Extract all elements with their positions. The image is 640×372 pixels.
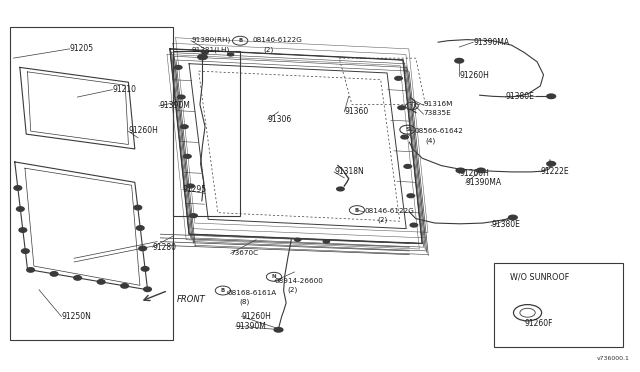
Text: B: B: [221, 288, 225, 293]
Text: 91380E: 91380E: [505, 92, 534, 101]
Circle shape: [201, 50, 209, 55]
Circle shape: [183, 154, 192, 159]
Circle shape: [177, 94, 186, 100]
Bar: [173, 51, 240, 216]
Circle shape: [456, 167, 466, 173]
Text: 91318N: 91318N: [334, 167, 364, 176]
Circle shape: [186, 183, 195, 189]
Text: 73670C: 73670C: [230, 250, 259, 256]
Circle shape: [336, 186, 345, 192]
Text: 91280: 91280: [153, 243, 177, 251]
Circle shape: [294, 237, 301, 242]
Circle shape: [323, 239, 330, 244]
Text: 08168-6161A: 08168-6161A: [227, 290, 276, 296]
Text: S: S: [405, 127, 410, 132]
Text: W/O SUNROOF: W/O SUNROOF: [510, 272, 570, 281]
Circle shape: [394, 76, 403, 81]
Text: 91316M: 91316M: [424, 102, 453, 108]
Circle shape: [136, 226, 144, 230]
Circle shape: [400, 134, 409, 140]
Text: 91210: 91210: [113, 85, 136, 94]
Text: 91390MA: 91390MA: [473, 38, 509, 47]
Text: (2): (2): [264, 46, 274, 53]
Text: (8): (8): [239, 298, 249, 305]
Circle shape: [546, 161, 556, 167]
Text: 91390M: 91390M: [159, 101, 190, 110]
Text: 08914-26600: 08914-26600: [274, 278, 323, 283]
Text: 91260F: 91260F: [524, 320, 553, 328]
Text: 91381(LH): 91381(LH): [191, 46, 229, 53]
Text: 91260H: 91260H: [241, 312, 271, 321]
Circle shape: [397, 105, 406, 110]
Circle shape: [14, 186, 22, 190]
Text: (2): (2): [287, 286, 298, 293]
Text: 91306: 91306: [268, 115, 292, 124]
Bar: [493, 263, 623, 347]
Circle shape: [134, 205, 141, 210]
Circle shape: [410, 222, 419, 228]
Text: 91260H: 91260H: [460, 71, 489, 80]
Text: FRONT: FRONT: [176, 295, 205, 304]
Circle shape: [546, 93, 556, 99]
Text: 08146-6122G: 08146-6122G: [253, 36, 303, 43]
Text: 91222E: 91222E: [540, 167, 569, 176]
Circle shape: [189, 213, 198, 218]
Text: 91260H: 91260H: [460, 169, 489, 177]
Circle shape: [144, 287, 151, 292]
Circle shape: [19, 228, 27, 232]
Circle shape: [406, 193, 415, 198]
Circle shape: [22, 249, 29, 253]
Circle shape: [17, 207, 24, 211]
Text: B: B: [355, 208, 359, 212]
Text: (2): (2): [378, 217, 388, 223]
Text: B: B: [238, 38, 243, 43]
Circle shape: [273, 327, 284, 333]
Circle shape: [403, 164, 412, 169]
Circle shape: [508, 215, 518, 221]
Text: 08566-61642: 08566-61642: [415, 128, 463, 134]
Text: 91390MA: 91390MA: [466, 178, 502, 187]
Circle shape: [74, 276, 81, 280]
Circle shape: [97, 280, 105, 284]
Bar: [10, 27, 173, 340]
Circle shape: [27, 268, 35, 272]
Text: (4): (4): [426, 138, 436, 144]
Circle shape: [51, 272, 58, 276]
Text: N: N: [272, 274, 276, 279]
Circle shape: [476, 167, 486, 173]
Text: 73835E: 73835E: [424, 110, 451, 116]
Circle shape: [141, 267, 149, 271]
Text: 08146-6122G: 08146-6122G: [364, 208, 414, 214]
Circle shape: [173, 65, 182, 70]
Text: 91360: 91360: [344, 108, 369, 116]
Text: 91295: 91295: [182, 185, 207, 194]
Text: ν736000.1: ν736000.1: [597, 356, 630, 361]
Text: 91205: 91205: [70, 44, 94, 53]
Circle shape: [197, 54, 207, 60]
Text: 91390M: 91390M: [236, 321, 267, 331]
Text: 91380(RH): 91380(RH): [191, 36, 230, 43]
Text: 91260H: 91260H: [129, 126, 158, 135]
Circle shape: [121, 284, 129, 288]
Text: 91380E: 91380E: [491, 221, 520, 230]
Circle shape: [227, 52, 234, 57]
Circle shape: [139, 246, 147, 251]
Text: 91250N: 91250N: [61, 312, 92, 321]
Circle shape: [180, 124, 189, 129]
Circle shape: [454, 58, 465, 64]
